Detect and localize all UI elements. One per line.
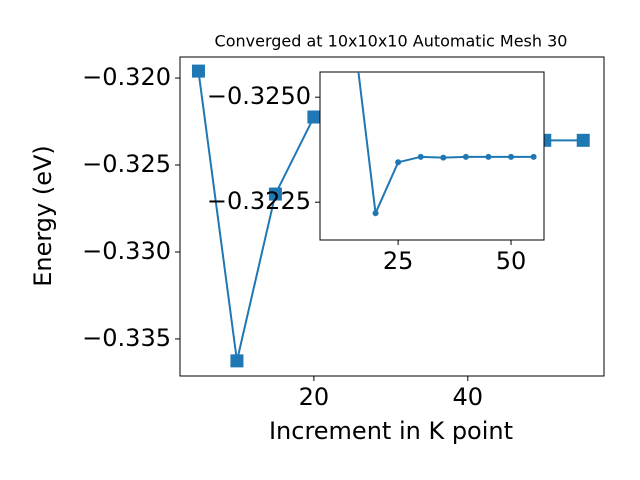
marker [508, 153, 515, 160]
marker [350, 24, 356, 30]
y-tick-label: −0.320 [82, 63, 171, 91]
y-axis-label: Energy (eV) [29, 145, 57, 287]
marker [417, 153, 424, 160]
chart-title: Converged at 10x10x10 Automatic Mesh 30 [215, 32, 568, 51]
x-tick-label: 50 [496, 247, 527, 275]
marker [230, 354, 244, 368]
marker [530, 153, 537, 160]
x-tick-label: 20 [299, 383, 330, 411]
marker [576, 133, 590, 147]
marker [307, 110, 321, 124]
marker [395, 159, 402, 166]
x-tick-label: 25 [383, 247, 414, 275]
y-tick-label: −0.325 [82, 150, 171, 178]
y-tick-label: −0.330 [82, 237, 171, 265]
x-tick-label: 40 [453, 383, 484, 411]
marker [372, 210, 379, 217]
marker [462, 153, 469, 160]
y-tick-label: −0.3225 [207, 187, 311, 215]
y-tick-label: −0.3250 [207, 82, 311, 110]
marker [485, 153, 492, 160]
marker [191, 64, 205, 78]
x-axis-label: Increment in K point [269, 417, 513, 445]
marker [268, 187, 282, 201]
y-tick-label: −0.335 [82, 324, 171, 352]
marker [440, 154, 447, 161]
